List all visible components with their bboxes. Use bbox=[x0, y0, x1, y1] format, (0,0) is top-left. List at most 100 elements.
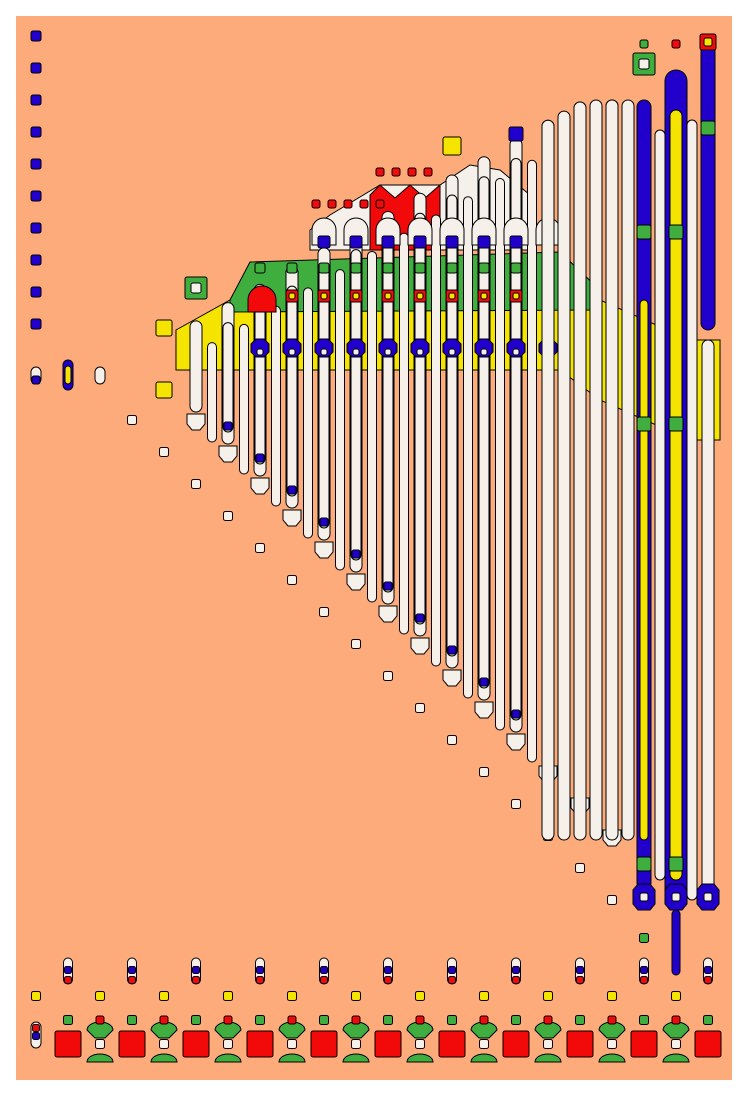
blue-cell bbox=[640, 966, 648, 974]
column bbox=[414, 212, 426, 625]
green-cell bbox=[383, 1015, 393, 1025]
blue-tip bbox=[255, 453, 265, 463]
green-cell bbox=[639, 933, 649, 943]
column bbox=[654, 129, 666, 881]
green-cell bbox=[127, 1015, 137, 1025]
blue-knot bbox=[317, 235, 331, 249]
blue-cell bbox=[30, 62, 42, 74]
blue-knot bbox=[509, 235, 523, 249]
white-cell bbox=[543, 1039, 553, 1049]
green-knot bbox=[636, 856, 652, 872]
block-core bbox=[190, 282, 202, 294]
green-knot bbox=[254, 262, 266, 274]
red-cell bbox=[359, 199, 369, 209]
green-knot bbox=[668, 856, 684, 872]
blue-cell bbox=[30, 30, 42, 42]
end-box bbox=[378, 605, 398, 623]
column bbox=[605, 99, 619, 841]
green-bottom bbox=[86, 1053, 114, 1063]
column bbox=[335, 269, 345, 571]
blue-cell bbox=[30, 222, 42, 234]
yellow-cell bbox=[95, 991, 105, 1001]
green-knot bbox=[636, 416, 652, 432]
blue-tip bbox=[415, 613, 425, 623]
green-knot bbox=[382, 262, 394, 274]
diagonal-cell bbox=[575, 863, 585, 873]
knot-core bbox=[384, 348, 392, 356]
green-knot bbox=[668, 224, 684, 240]
blue-cell bbox=[704, 966, 712, 974]
diagonal-cell bbox=[511, 799, 521, 809]
white-cell bbox=[671, 1039, 681, 1049]
knot-core bbox=[416, 348, 424, 356]
blue-tip bbox=[447, 645, 457, 655]
red-cell bbox=[375, 199, 385, 209]
blue-knot bbox=[314, 338, 334, 358]
knot-core bbox=[384, 292, 392, 300]
white-cell bbox=[95, 1039, 105, 1049]
diagonal-cell bbox=[319, 607, 329, 617]
yellow-cell bbox=[415, 991, 425, 1001]
green-cell bbox=[639, 1015, 649, 1025]
blue-knot bbox=[349, 235, 363, 249]
block-core bbox=[703, 37, 713, 47]
pill bbox=[94, 366, 106, 385]
blue-cell bbox=[30, 94, 42, 106]
end-box bbox=[410, 637, 430, 655]
yellow-core bbox=[639, 299, 649, 841]
green-cell bbox=[703, 1015, 713, 1025]
red-block bbox=[374, 1030, 402, 1058]
red-cell bbox=[704, 976, 712, 984]
knot-core bbox=[512, 348, 520, 356]
green-bottom bbox=[342, 1053, 370, 1063]
red-cell bbox=[287, 1015, 297, 1025]
blue-cell bbox=[32, 1032, 40, 1040]
end-box bbox=[506, 733, 526, 751]
hex-core bbox=[703, 892, 713, 902]
blue-tip bbox=[511, 709, 521, 719]
knot-core bbox=[512, 292, 520, 300]
red-block bbox=[182, 1030, 210, 1058]
red-block bbox=[694, 1030, 722, 1058]
knot-core bbox=[352, 292, 360, 300]
column bbox=[701, 339, 715, 901]
column bbox=[207, 342, 217, 443]
column bbox=[589, 99, 603, 841]
blue-cell bbox=[30, 318, 42, 330]
green-knot bbox=[414, 262, 426, 274]
red-cell bbox=[479, 1015, 489, 1025]
diagonal-cell bbox=[447, 735, 457, 745]
green-bottom bbox=[534, 1053, 562, 1063]
red-cell bbox=[192, 976, 200, 984]
green-bottom bbox=[406, 1053, 434, 1063]
red-cell bbox=[543, 1015, 553, 1025]
green-bottom bbox=[278, 1053, 306, 1063]
red-block bbox=[310, 1030, 338, 1058]
diagonal-cell bbox=[255, 543, 265, 553]
column bbox=[254, 303, 266, 465]
blue-tip bbox=[479, 677, 489, 687]
red-cell bbox=[351, 1015, 361, 1025]
red-cell bbox=[448, 976, 456, 984]
red-cell bbox=[671, 39, 681, 49]
knot-core bbox=[448, 348, 456, 356]
column bbox=[399, 232, 409, 635]
knot-core bbox=[256, 348, 264, 356]
white-cell bbox=[287, 1039, 297, 1049]
diagonal-cell bbox=[191, 479, 201, 489]
yellow-core bbox=[64, 365, 72, 385]
red-cell bbox=[423, 167, 433, 177]
column bbox=[495, 177, 505, 731]
column bbox=[446, 194, 458, 657]
blue-knot bbox=[250, 338, 270, 358]
green-bottom bbox=[214, 1053, 242, 1063]
end-box bbox=[218, 445, 238, 463]
blue-column bbox=[671, 909, 681, 976]
red-block bbox=[246, 1030, 274, 1058]
blue-cell bbox=[30, 190, 42, 202]
blue-cell bbox=[30, 126, 42, 138]
end-box bbox=[474, 701, 494, 719]
column bbox=[573, 101, 587, 841]
